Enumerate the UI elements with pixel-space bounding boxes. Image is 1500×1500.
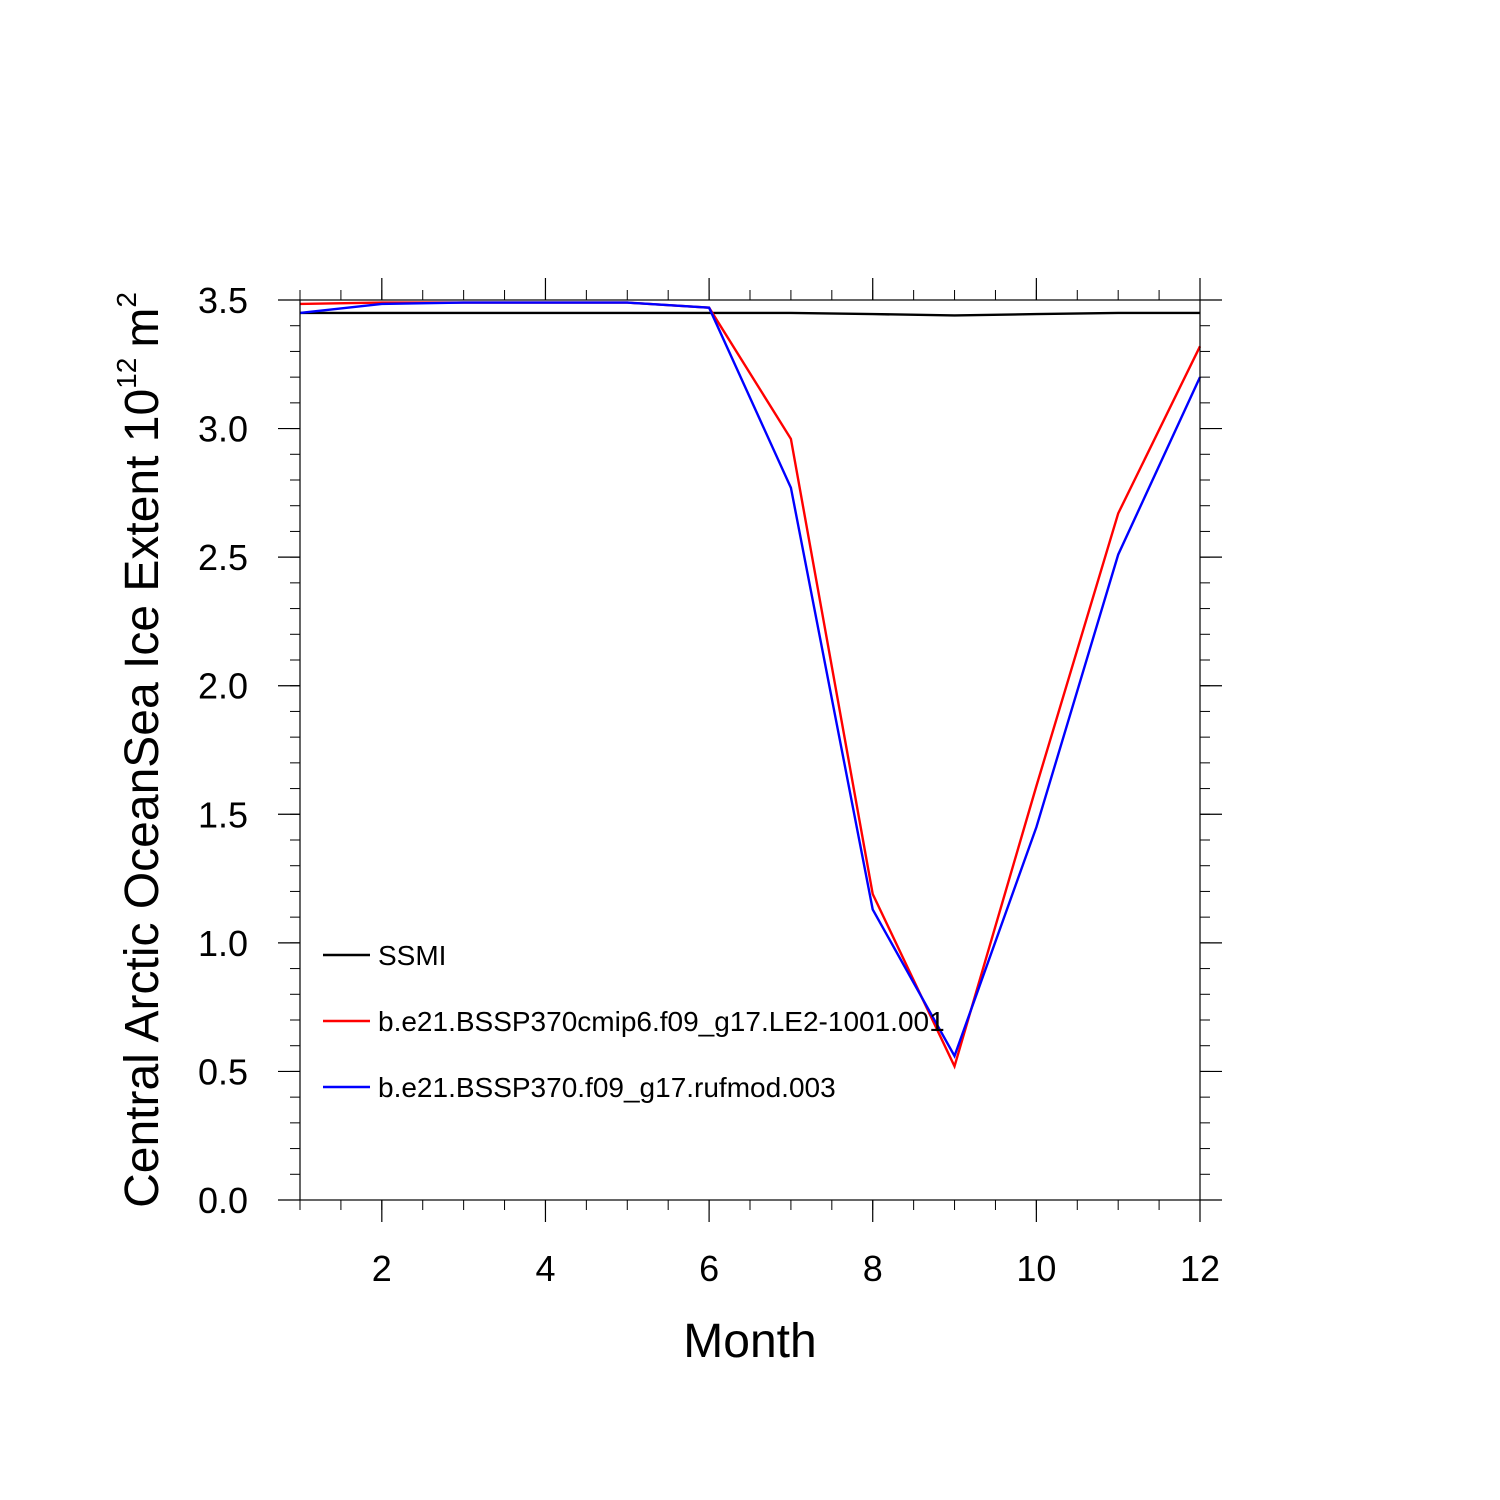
series-line-1 <box>300 311 1200 317</box>
x-tick-label: 2 <box>372 1248 392 1289</box>
y-tick-label: 2.0 <box>198 666 248 707</box>
x-tick-label: 6 <box>699 1248 719 1289</box>
legend-label-1: SSMI <box>378 940 446 971</box>
y-tick-label: 3.5 <box>198 280 248 321</box>
y-axis-title: Central Arctic OceanSea Ice Extent 1012 m… <box>111 292 169 1208</box>
y-axis-title-text: Central Arctic OceanSea Ice Extent 10 <box>116 389 169 1208</box>
major-ticks <box>278 278 1222 1222</box>
y-tick-label: 1.0 <box>198 923 248 964</box>
x-tick-label: 8 <box>863 1248 883 1289</box>
series-line-3 <box>299 301 1202 1059</box>
legend-label-2: b.e21.BSSP370cmip6.f09_g17.LE2-1001.001 <box>378 1006 945 1037</box>
y-tick-label: 0.0 <box>198 1180 248 1221</box>
series-lines <box>299 301 1202 1070</box>
y-tick-label: 2.5 <box>198 537 248 578</box>
y-tick-label: 1.5 <box>198 794 248 835</box>
y-axis-title-unit-exponent: 2 <box>111 292 142 308</box>
y-axis-title-exponent: 12 <box>111 358 142 389</box>
y-tick-label: 0.5 <box>198 1051 248 1092</box>
y-tick-labels: 0.0 0.5 1.0 1.5 2.0 2.5 3.0 3.5 <box>198 280 248 1221</box>
x-tick-label: 4 <box>535 1248 555 1289</box>
plot-frame <box>299 299 1201 1201</box>
x-tick-label: 10 <box>1016 1248 1056 1289</box>
x-tick-labels: 2 4 6 8 10 12 <box>372 1248 1220 1289</box>
x-tick-label: 12 <box>1180 1248 1220 1289</box>
legend: SSMI b.e21.BSSP370cmip6.f09_g17.LE2-1001.… <box>323 940 945 1103</box>
y-axis-title-unit: m <box>116 308 169 348</box>
y-tick-label: 3.0 <box>198 409 248 450</box>
legend-label-3: b.e21.BSSP370.f09_g17.rufmod.003 <box>378 1072 836 1103</box>
x-axis-title: Month <box>683 1315 816 1368</box>
